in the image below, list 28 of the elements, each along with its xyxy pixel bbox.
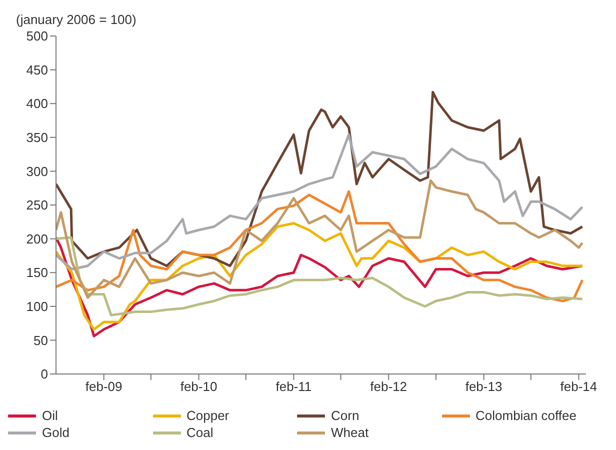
line-series — [56, 236, 584, 316]
y-axis-title: (january 2006 = 100) — [16, 12, 136, 27]
x-tick-label: feb-13 — [465, 379, 502, 394]
line-series — [56, 133, 584, 270]
y-tick-label: 400 — [26, 96, 48, 112]
legend-label: Copper — [186, 408, 230, 423]
legend-label: Coal — [186, 425, 214, 440]
legend-label: Wheat — [331, 425, 369, 440]
y-tick-label: 250 — [26, 198, 48, 213]
legend-label: Corn — [331, 408, 360, 423]
x-tick-label: feb-09 — [85, 379, 122, 394]
legend-label: Oil — [42, 408, 58, 423]
y-tick-label: 50 — [34, 332, 48, 348]
y-tick-label: 100 — [26, 299, 48, 314]
y-tick-label: 450 — [26, 62, 48, 78]
y-tick-label: 300 — [26, 164, 48, 179]
y-tick-label: 0 — [40, 366, 48, 382]
legend-label: Colombian coffee — [476, 408, 576, 423]
y-tick-label: 350 — [26, 130, 48, 146]
legend-label: Gold — [42, 425, 70, 440]
line-series — [56, 90, 584, 268]
x-tick-label: feb-14 — [560, 379, 598, 394]
x-tick-label: feb-11 — [276, 379, 312, 394]
y-tick-label: 200 — [26, 231, 48, 246]
x-tick-label: feb-10 — [180, 379, 218, 394]
y-tick-label: 500 — [26, 28, 48, 44]
y-tick-label: 150 — [26, 265, 48, 280]
x-tick-label: feb-12 — [370, 379, 408, 394]
